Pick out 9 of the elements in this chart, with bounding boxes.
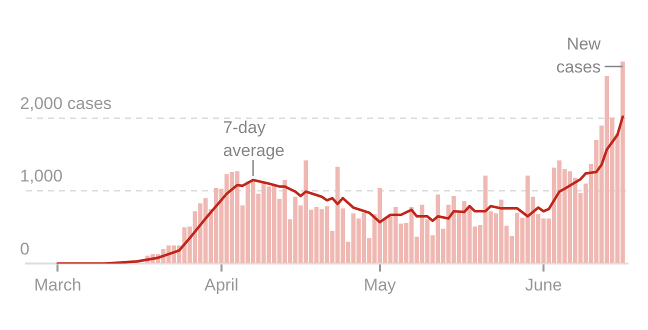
x-tick-label: May (364, 275, 396, 294)
x-tick-label: March (34, 275, 82, 294)
x-tick-label: April (204, 275, 238, 294)
y-tick-label: 0 (20, 239, 30, 258)
y-tick-label: 2,000 cases (20, 94, 112, 113)
x-tick-label: June (525, 275, 562, 294)
y-tick-label: 1,000 (20, 166, 63, 186)
annotation: New cases (556, 34, 602, 76)
annotation: 7-day average (223, 118, 285, 160)
